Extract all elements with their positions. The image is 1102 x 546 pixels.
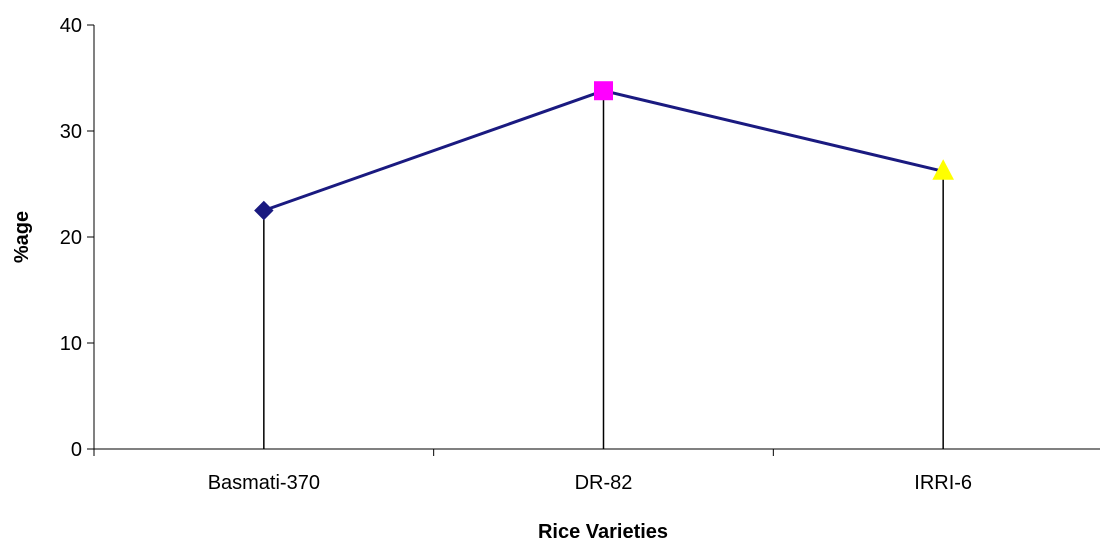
x-tick-label: DR-82 — [575, 472, 633, 494]
data-point-diamond — [254, 200, 274, 221]
y-tick-label: 30 — [60, 121, 82, 143]
y-tick-label: 40 — [60, 15, 82, 37]
x-tick-label: IRRI-6 — [914, 472, 972, 494]
axes — [87, 24, 1100, 456]
y-axis-title: %age — [11, 211, 33, 263]
y-tick-label: 20 — [60, 227, 82, 249]
x-tick-label: Basmati-370 — [208, 472, 320, 494]
data-markers — [254, 81, 954, 221]
tick-labels: 0 10 20 30 40 Basmati-370 DR-82 IRRI-6 — [60, 15, 972, 494]
x-axis-title: Rice Varieties — [538, 521, 668, 543]
y-tick-label: 10 — [60, 333, 82, 355]
drop-lines — [263, 90, 944, 449]
data-point-triangle — [932, 159, 954, 180]
data-point-square — [594, 81, 613, 101]
y-tick-label: 0 — [71, 439, 82, 461]
